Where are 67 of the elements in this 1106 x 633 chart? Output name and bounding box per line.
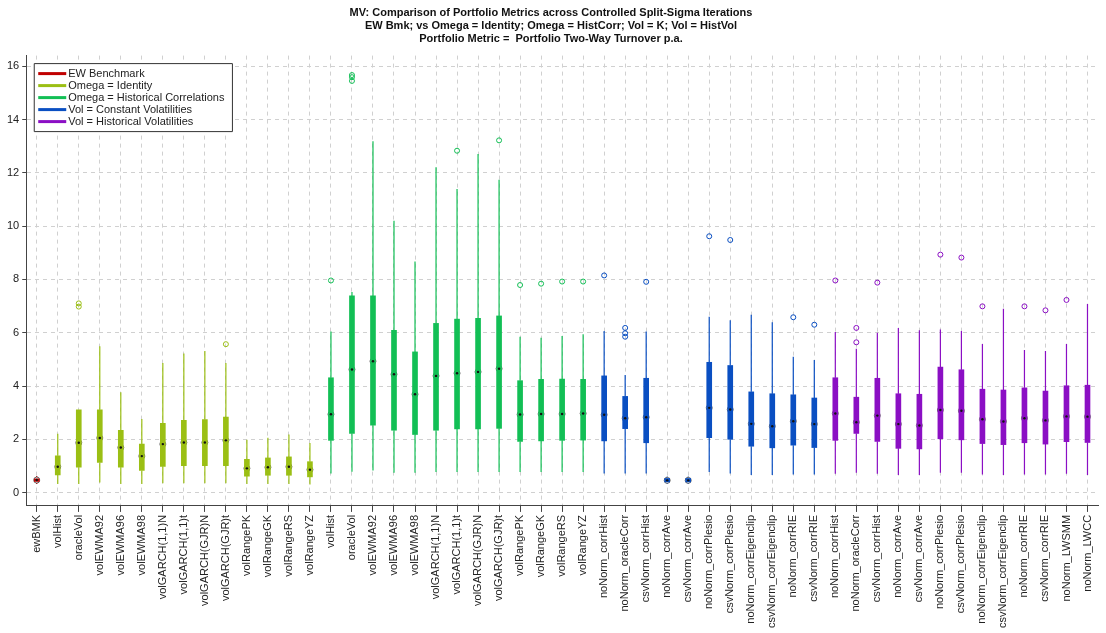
x-tick-label: volRangeYZ bbox=[302, 514, 315, 576]
x-tick-label: noNorm_LWCC bbox=[1080, 514, 1093, 592]
x-tick-label: volEWMA96 bbox=[113, 514, 126, 576]
legend-label: Vol = Constant Volatilities bbox=[68, 102, 193, 115]
x-tick-label: csvNorm_corrHist bbox=[639, 514, 652, 603]
x-tick-label: csvNorm_corrPlesio bbox=[723, 514, 736, 614]
y-tick-label: 12 bbox=[6, 165, 20, 178]
y-tick-label: 14 bbox=[6, 112, 20, 125]
x-tick-label: noNorm_corrEigenclip bbox=[975, 514, 988, 624]
x-tick-label: volRangeGK bbox=[534, 514, 547, 578]
x-tick-label: oracleVol bbox=[345, 514, 357, 561]
y-tick-label: 4 bbox=[13, 379, 20, 392]
x-tick-label: volRangeRS bbox=[555, 514, 568, 577]
x-tick-label: volEWMA98 bbox=[134, 514, 147, 576]
x-tick-label: csvNorm_corrRIE bbox=[1038, 514, 1051, 602]
x-tick-label: volEWMA92 bbox=[366, 514, 379, 576]
x-tick-label: volGARCH(GJR)N bbox=[197, 514, 210, 606]
x-tick-label: volRangeGK bbox=[260, 514, 273, 578]
x-tick-label: volGARCH(1,1)N bbox=[155, 514, 168, 600]
x-tick-label: volGARCH(GJR)t bbox=[492, 514, 505, 602]
legend-label: Omega = Identity bbox=[68, 78, 153, 91]
x-tick-label: noNorm_corrPlesio bbox=[702, 514, 715, 610]
x-tick-label: noNorm_oracleCorr bbox=[849, 514, 862, 612]
x-tick-label: volRangePK bbox=[239, 514, 252, 577]
x-tick-label: volGARCH(1,1)N bbox=[429, 514, 442, 600]
x-tick-label: noNorm_corrRIE bbox=[1017, 514, 1030, 598]
x-tick-label: volHist bbox=[323, 514, 336, 548]
x-tick-label: volRangePK bbox=[513, 514, 526, 577]
chart-title: MV: Comparison of Portfolio Metrics across Controlled Split-Sigma Iterations bbox=[349, 5, 753, 18]
x-tick-label: volEWMA98 bbox=[408, 514, 421, 576]
y-tick-label: 16 bbox=[6, 59, 20, 72]
x-tick-label: volEWMA92 bbox=[92, 514, 105, 576]
x-tick-label: volGARCH(1,1)t bbox=[450, 514, 463, 595]
x-tick-label: noNorm_corrAve bbox=[660, 514, 673, 598]
x-tick-label: csvNorm_corrPlesio bbox=[954, 514, 967, 614]
x-tick-label: volGARCH(GJR)N bbox=[471, 514, 484, 606]
x-tick-label: csvNorm_corrAve bbox=[681, 514, 694, 603]
x-tick-label: csvNorm_corrAve bbox=[912, 514, 925, 603]
x-tick-label: noNorm_corrRIE bbox=[786, 514, 799, 598]
y-tick-label: 0 bbox=[13, 485, 20, 498]
x-tick-label: volGARCH(1,1)t bbox=[176, 514, 189, 595]
x-tick-label: noNorm_corrEigenclip bbox=[744, 514, 757, 624]
y-tick-label: 2 bbox=[13, 432, 20, 445]
x-tick-label: csvNorm_corrEigenclip bbox=[996, 514, 1009, 629]
chart-subtitle: EW Bmk; vs Omega = Identity; Omega = HistCorr; Vol = K; Vol = HistVol Portfolio Metric = Portfolio Two-Way Turnover p.a. bbox=[364, 18, 738, 45]
x-tick-label: csvNorm_corrEigenclip bbox=[765, 514, 778, 629]
x-tick-label: noNorm_LWSMM bbox=[1059, 514, 1072, 602]
x-tick-label: oracleVol bbox=[71, 514, 84, 561]
x-tick-label: noNorm_corrHist bbox=[828, 514, 841, 599]
y-tick-label: 8 bbox=[13, 272, 20, 285]
x-tick-label: ewBMK bbox=[29, 514, 42, 553]
y-tick-label: 6 bbox=[13, 325, 20, 338]
x-tick-label: csvNorm_corrHist bbox=[870, 514, 883, 603]
x-tick-label: csvNorm_corrRIE bbox=[807, 514, 820, 602]
x-tick-label: volHist bbox=[50, 514, 63, 548]
legend-label: Vol = Historical Volatilities bbox=[68, 114, 194, 127]
y-tick-label: 10 bbox=[6, 219, 20, 232]
x-tick-label: volGARCH(GJR)t bbox=[218, 514, 231, 602]
x-tick-label: volRangeYZ bbox=[576, 514, 589, 576]
x-tick-label: noNorm_corrPlesio bbox=[933, 514, 946, 610]
legend-label: EW Benchmark bbox=[68, 66, 146, 79]
x-tick-label: noNorm_corrAve bbox=[891, 514, 904, 598]
x-tick-label: volRangeRS bbox=[281, 514, 294, 577]
x-tick-label: volEWMA96 bbox=[387, 514, 400, 576]
x-tick-label: noNorm_corrHist bbox=[597, 514, 610, 599]
x-tick-label: noNorm_oracleCorr bbox=[618, 514, 631, 612]
legend-label: Omega = Historical Correlations bbox=[68, 90, 225, 103]
